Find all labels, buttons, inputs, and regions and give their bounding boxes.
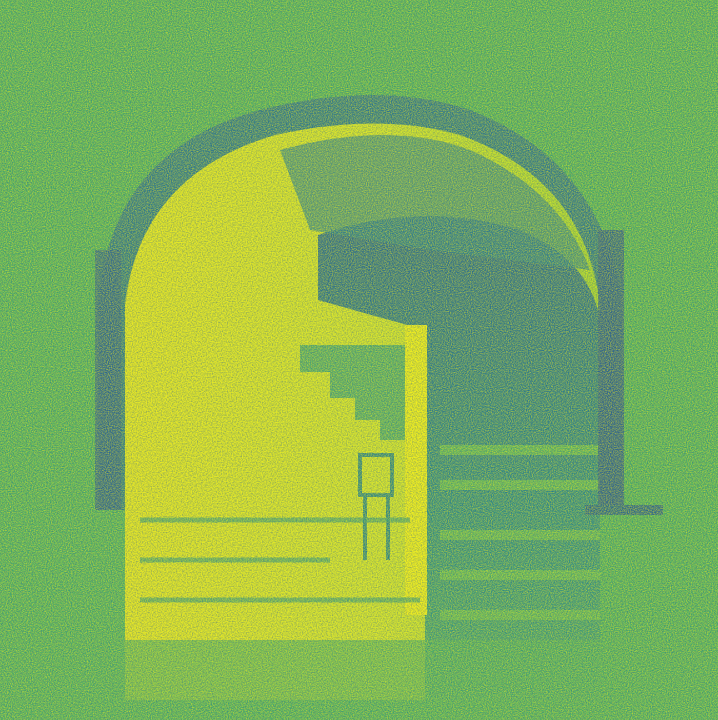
scene [0, 0, 718, 720]
archway-image [0, 0, 718, 720]
dark-grain [0, 0, 718, 720]
